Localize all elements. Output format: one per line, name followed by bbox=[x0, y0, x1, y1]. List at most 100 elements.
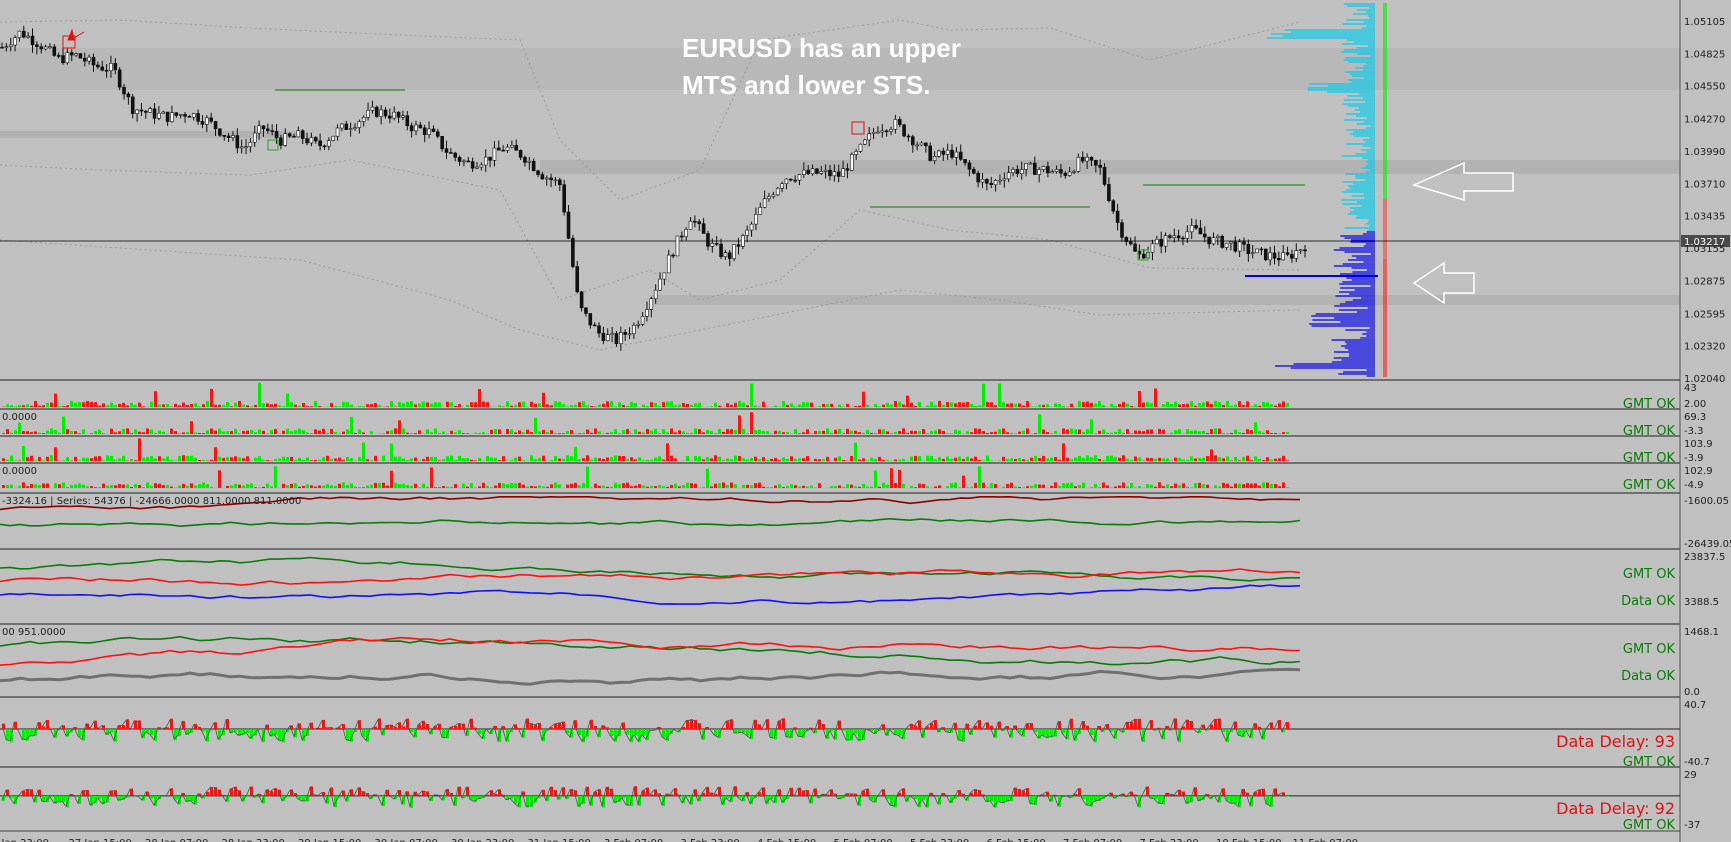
volume-bar bbox=[1190, 430, 1193, 434]
candle-body bbox=[1202, 233, 1207, 238]
candle-body bbox=[993, 180, 998, 186]
volume-bar bbox=[314, 486, 317, 488]
volume-bar bbox=[1262, 432, 1265, 434]
volume-bar bbox=[1210, 449, 1213, 461]
volume-bar bbox=[798, 433, 801, 434]
volume-bar bbox=[394, 482, 397, 488]
volume-bar bbox=[338, 406, 341, 407]
volume-bar bbox=[758, 459, 761, 461]
volume-bar bbox=[694, 428, 697, 434]
volume-bar bbox=[874, 459, 877, 461]
candle-body bbox=[340, 123, 344, 129]
candle-body bbox=[1198, 227, 1203, 235]
oscillator-bar bbox=[130, 729, 133, 730]
oscillator-bar bbox=[1090, 729, 1093, 735]
candle-body bbox=[353, 127, 357, 129]
volume-bar bbox=[66, 487, 69, 488]
oscillator-bar bbox=[30, 789, 33, 796]
oscillator-bar bbox=[506, 795, 509, 801]
oscillator-bar bbox=[478, 795, 481, 800]
volume-bar bbox=[1274, 458, 1277, 461]
oscillator-bar bbox=[634, 786, 637, 796]
volume-bar bbox=[1042, 455, 1045, 461]
oscillator-bar bbox=[786, 795, 789, 799]
volume-bar bbox=[1038, 414, 1041, 434]
volume-bar bbox=[202, 459, 205, 461]
volume-bar bbox=[178, 405, 181, 407]
candle-body bbox=[623, 332, 627, 335]
volume-bar bbox=[406, 485, 409, 488]
volume-bar bbox=[150, 429, 153, 434]
volume-bar bbox=[894, 459, 897, 461]
volume-bar bbox=[862, 483, 865, 488]
volume-bar bbox=[646, 405, 649, 407]
oscillator-bar bbox=[1090, 795, 1093, 807]
volume-bar bbox=[298, 486, 301, 488]
volume-bar bbox=[1086, 401, 1089, 407]
candle-body bbox=[226, 135, 231, 138]
volume-bar bbox=[210, 486, 213, 488]
candle-body bbox=[1133, 243, 1137, 252]
candle-body bbox=[462, 160, 466, 163]
candle-body bbox=[409, 125, 414, 132]
volume-bar bbox=[222, 457, 225, 461]
volume-bar bbox=[118, 458, 121, 461]
volume-bar bbox=[510, 429, 513, 434]
volume-bar bbox=[94, 402, 97, 407]
volume-bar bbox=[138, 438, 141, 461]
volume-bar bbox=[926, 455, 929, 461]
volume-bar bbox=[338, 457, 341, 461]
volume-bar bbox=[990, 460, 993, 461]
volume-bar bbox=[526, 429, 529, 434]
oscillator-bar bbox=[914, 725, 917, 730]
volume-bar bbox=[314, 429, 317, 434]
oscillator-bar bbox=[770, 729, 773, 739]
volume-bar bbox=[46, 483, 49, 488]
volume-bar bbox=[642, 432, 645, 434]
lower-arrow-icon bbox=[1412, 261, 1475, 305]
candle-body bbox=[1298, 249, 1303, 252]
volume-bar bbox=[1202, 402, 1205, 407]
oscillator-bar bbox=[1106, 795, 1109, 797]
volume-bar bbox=[682, 484, 685, 488]
volume-bar bbox=[262, 459, 265, 461]
volume-bar bbox=[130, 433, 133, 434]
volume-bar bbox=[970, 403, 973, 407]
candle-body bbox=[130, 96, 135, 114]
volume-bar bbox=[950, 402, 953, 407]
candle-body bbox=[457, 156, 462, 162]
volume-bar bbox=[766, 431, 769, 434]
volume-bar bbox=[1286, 432, 1289, 434]
volume-bar bbox=[1278, 458, 1281, 461]
oscillator-bar bbox=[1154, 795, 1157, 800]
candle-body bbox=[863, 139, 867, 145]
volume-bar bbox=[990, 432, 993, 434]
candle-body bbox=[470, 161, 475, 169]
oscillator-bar bbox=[846, 793, 849, 796]
oscillator-bar bbox=[954, 722, 957, 730]
oscillator-bar bbox=[1070, 718, 1073, 730]
volume-bar bbox=[190, 483, 193, 488]
volume-bar bbox=[826, 404, 829, 407]
price-tick-label: 1.02040 bbox=[1684, 374, 1725, 385]
oscillator-bar bbox=[462, 795, 465, 799]
volume-bar bbox=[130, 402, 133, 407]
volume-bar bbox=[802, 458, 805, 461]
oscillator-bar bbox=[238, 790, 241, 796]
volume-bar bbox=[862, 391, 865, 407]
oscillator-bar bbox=[262, 795, 265, 804]
oscillator-bar bbox=[434, 794, 437, 796]
oscillator-bar bbox=[946, 794, 949, 796]
volume-bar bbox=[1006, 432, 1009, 434]
volume-bar bbox=[658, 456, 661, 461]
volume-bar bbox=[90, 486, 93, 488]
volume-bar bbox=[1090, 487, 1093, 488]
candle-body bbox=[523, 157, 527, 163]
volume-bar bbox=[302, 430, 305, 434]
oscillator-bar bbox=[118, 725, 121, 730]
volume-bar bbox=[1078, 455, 1081, 461]
volume-bar bbox=[1262, 401, 1265, 407]
volume-bar bbox=[566, 455, 569, 461]
volume-bar bbox=[1078, 485, 1081, 488]
candle-body bbox=[231, 135, 235, 138]
